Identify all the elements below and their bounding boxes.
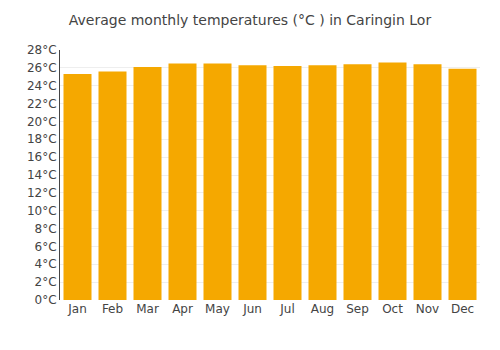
svg-text:24°C: 24°C	[27, 79, 57, 93]
svg-text:8°C: 8°C	[35, 222, 57, 236]
svg-text:Oct: Oct	[382, 302, 403, 316]
svg-text:26°C: 26°C	[27, 61, 57, 75]
svg-text:Dec: Dec	[451, 302, 474, 316]
svg-text:14°C: 14°C	[27, 168, 57, 182]
svg-text:Jul: Jul	[279, 302, 294, 316]
svg-text:28°C: 28°C	[27, 43, 57, 57]
svg-text:Mar: Mar	[136, 302, 159, 316]
svg-text:Jan: Jan	[67, 302, 87, 316]
svg-text:10°C: 10°C	[27, 204, 57, 218]
svg-text:4°C: 4°C	[35, 257, 57, 271]
svg-text:18°C: 18°C	[27, 132, 57, 146]
svg-text:Feb: Feb	[102, 302, 123, 316]
svg-text:6°C: 6°C	[35, 240, 57, 254]
svg-text:Nov: Nov	[416, 302, 439, 316]
svg-text:Sep: Sep	[346, 302, 369, 316]
svg-text:2°C: 2°C	[35, 275, 57, 289]
svg-text:Average monthly temperatures (: Average monthly temperatures (°C ) in Ca…	[69, 12, 432, 28]
svg-text:22°C: 22°C	[27, 97, 57, 111]
svg-text:16°C: 16°C	[27, 150, 57, 164]
svg-text:Jun: Jun	[242, 302, 262, 316]
svg-text:20°C: 20°C	[27, 115, 57, 129]
svg-text:0°C: 0°C	[35, 293, 57, 307]
svg-text:May: May	[205, 302, 230, 316]
svg-text:12°C: 12°C	[27, 186, 57, 200]
svg-text:Apr: Apr	[172, 302, 193, 316]
svg-text:Aug: Aug	[311, 302, 334, 316]
